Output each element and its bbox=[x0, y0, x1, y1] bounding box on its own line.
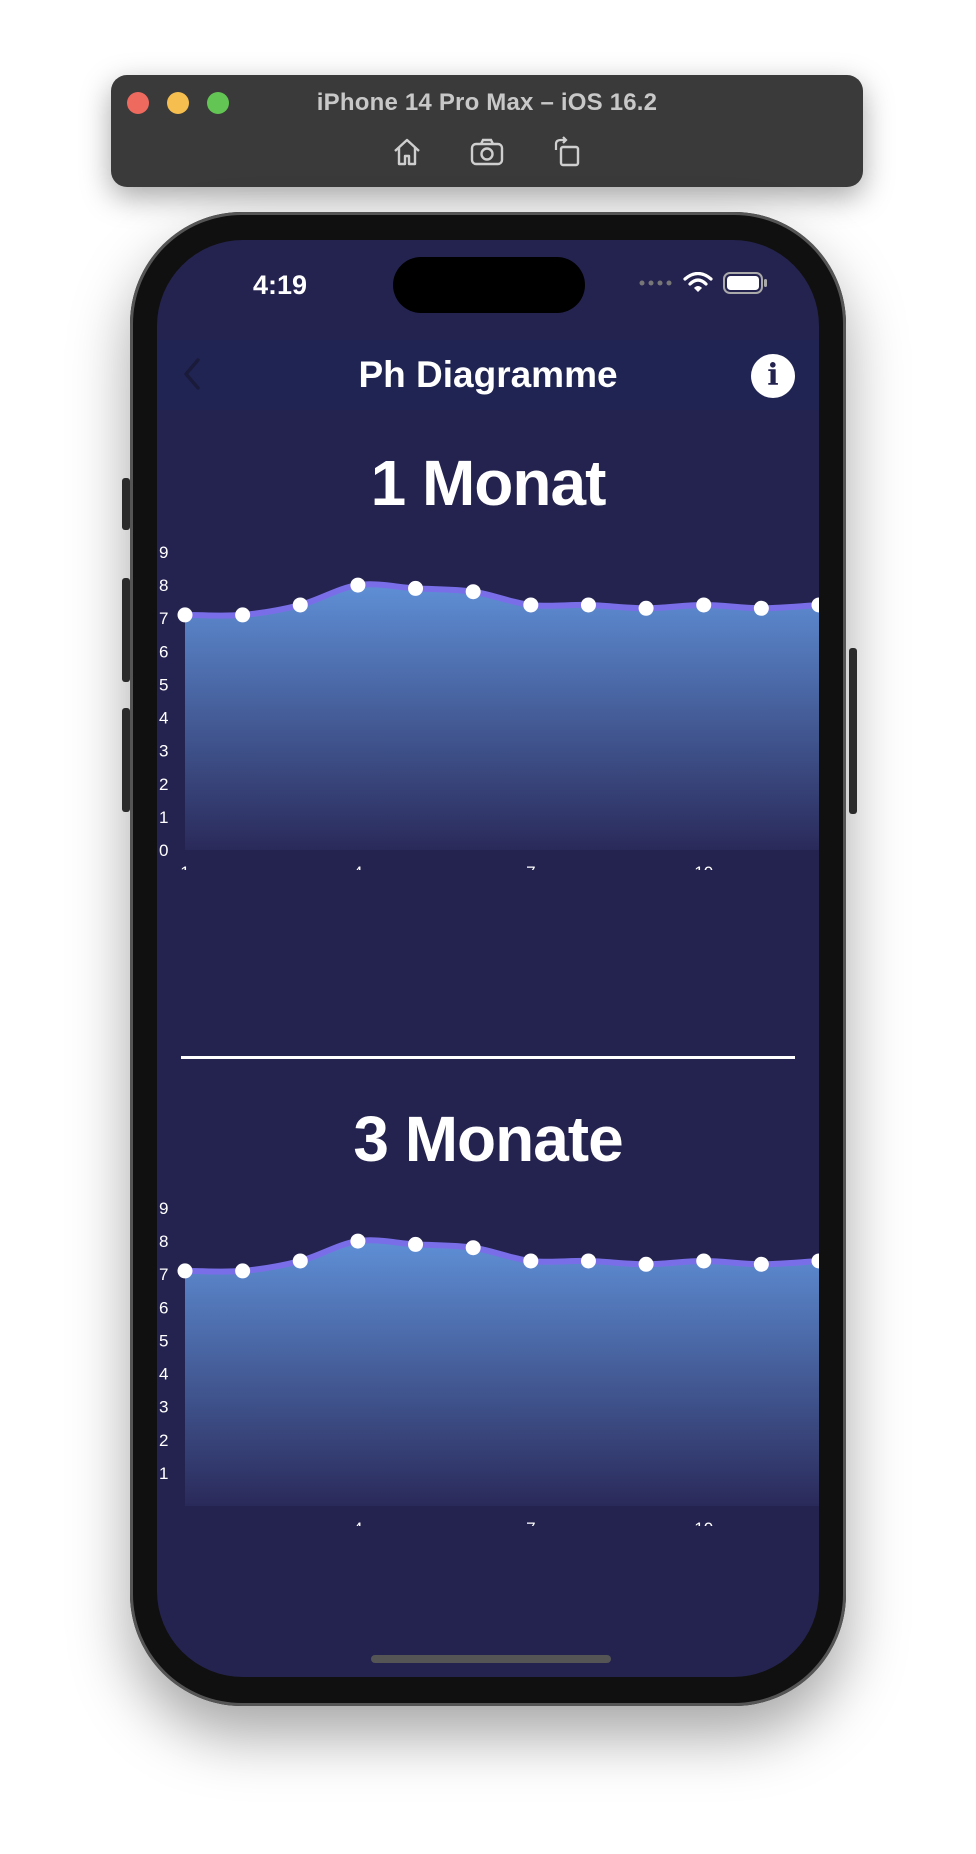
data-point bbox=[292, 1253, 308, 1269]
y-tick-label: 9 bbox=[159, 543, 168, 562]
chart-title-3-months: 3 Monate bbox=[353, 1103, 623, 1175]
y-tick-label: 5 bbox=[159, 675, 168, 694]
data-point bbox=[811, 1253, 819, 1269]
ph-chart-1-month: 0 1 2 3 4 5 6 7 8 9 1 4 7 10 bbox=[159, 543, 819, 870]
chevron-left-icon bbox=[184, 358, 200, 390]
data-point bbox=[235, 607, 251, 623]
data-point bbox=[408, 580, 424, 596]
data-point bbox=[465, 584, 481, 600]
volume-up-button bbox=[122, 578, 130, 682]
data-point bbox=[638, 1256, 654, 1272]
y-tick-label: 2 bbox=[159, 1431, 168, 1450]
y-tick-label: 8 bbox=[159, 576, 168, 595]
home-indicator[interactable] bbox=[371, 1655, 611, 1663]
data-point bbox=[753, 1256, 769, 1272]
back-button[interactable] bbox=[177, 354, 207, 394]
simulator-toolbar bbox=[111, 135, 863, 169]
x-tick-label: 7 bbox=[526, 863, 535, 870]
data-point bbox=[350, 1233, 366, 1249]
x-tick-label: 4 bbox=[353, 863, 362, 870]
app-screen: 4:19 Ph Diagramme i 1 Monat 0 1 2 3 4 5 6 7 8 9 1 4… bbox=[157, 240, 819, 1677]
y-tick-label: 1 bbox=[159, 808, 168, 827]
data-point bbox=[753, 600, 769, 616]
chart-title-1-month: 1 Monat bbox=[370, 447, 607, 519]
data-point bbox=[235, 1263, 251, 1279]
simulator-titlebar: iPhone 14 Pro Max – iOS 16.2 bbox=[111, 75, 863, 187]
close-window-button[interactable] bbox=[127, 92, 149, 114]
data-point bbox=[811, 597, 819, 613]
silent-switch bbox=[122, 478, 130, 530]
y-tick-label: 6 bbox=[159, 642, 168, 661]
status-time: 4:19 bbox=[253, 270, 308, 300]
screenshot-icon[interactable] bbox=[470, 135, 504, 169]
data-point bbox=[292, 597, 308, 613]
y-tick-label: 6 bbox=[159, 1298, 168, 1317]
data-point bbox=[580, 597, 596, 613]
data-point bbox=[696, 597, 712, 613]
y-tick-label: 8 bbox=[159, 1232, 168, 1251]
y-tick-label: 4 bbox=[159, 1365, 168, 1384]
y-tick-label: 2 bbox=[159, 775, 168, 794]
y-tick-label: 9 bbox=[159, 1199, 168, 1218]
data-point bbox=[408, 1236, 424, 1252]
rotate-icon[interactable] bbox=[550, 135, 584, 169]
section-divider bbox=[181, 1056, 795, 1059]
x-tick-label: 1 bbox=[180, 863, 189, 870]
x-tick-label: 7 bbox=[526, 1519, 535, 1526]
status-icons bbox=[639, 272, 769, 294]
data-point bbox=[523, 1253, 539, 1269]
y-tick-label: 1 bbox=[159, 1464, 168, 1483]
x-tick-label: 10 bbox=[694, 1519, 713, 1526]
navigation-bar: Ph Diagramme i bbox=[157, 340, 819, 410]
x-tick-label: 4 bbox=[353, 1519, 362, 1526]
data-point bbox=[638, 600, 654, 616]
y-tick-label: 5 bbox=[159, 1331, 168, 1350]
chart-area-fill bbox=[185, 584, 819, 850]
page-title: Ph Diagramme bbox=[358, 354, 618, 395]
y-tick-label: 3 bbox=[159, 1398, 168, 1417]
ph-chart-3-months: 1 2 3 4 5 6 7 8 9 4 7 10 bbox=[159, 1199, 819, 1526]
data-point bbox=[177, 1263, 193, 1279]
info-icon[interactable]: i bbox=[751, 354, 795, 398]
signal-dots-icon bbox=[639, 280, 672, 286]
power-button bbox=[849, 648, 857, 814]
zoom-window-button[interactable] bbox=[207, 92, 229, 114]
data-point bbox=[177, 607, 193, 623]
data-point bbox=[523, 597, 539, 613]
data-point bbox=[696, 1253, 712, 1269]
wifi-icon bbox=[683, 272, 713, 292]
data-point bbox=[350, 577, 366, 593]
battery-icon bbox=[723, 272, 767, 294]
y-tick-label: 0 bbox=[159, 841, 168, 860]
y-tick-label: 7 bbox=[159, 1265, 168, 1284]
y-tick-label: 4 bbox=[159, 709, 168, 728]
minimize-window-button[interactable] bbox=[167, 92, 189, 114]
x-tick-label: 10 bbox=[694, 863, 713, 870]
data-point bbox=[580, 1253, 596, 1269]
home-icon[interactable] bbox=[390, 135, 424, 169]
y-tick-label: 7 bbox=[159, 609, 168, 628]
dynamic-island bbox=[393, 257, 585, 313]
data-point bbox=[465, 1240, 481, 1256]
chart-area-fill bbox=[185, 1240, 819, 1506]
volume-down-button bbox=[122, 708, 130, 812]
simulator-title: iPhone 14 Pro Max – iOS 16.2 bbox=[316, 89, 658, 116]
y-tick-label: 3 bbox=[159, 742, 168, 761]
